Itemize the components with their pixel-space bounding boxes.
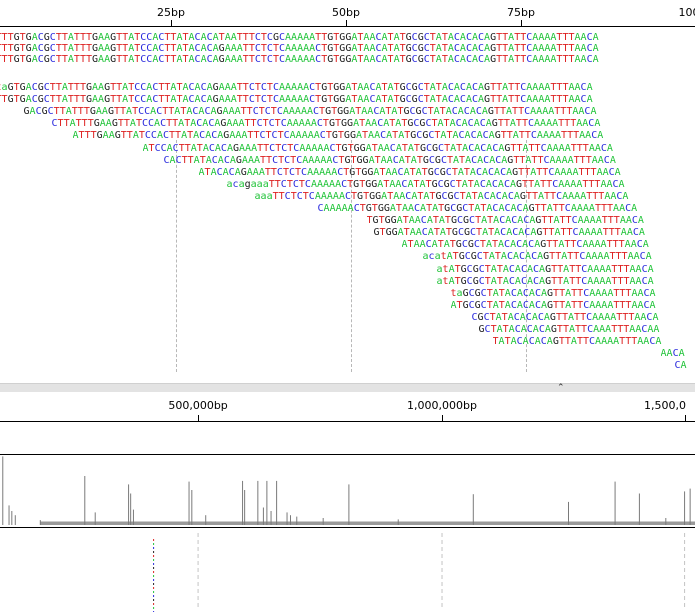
genome-ruler: 500,000bp 1,000,000bp 1,500,0 (0, 391, 695, 422)
ruler-tick-label: 25bp (157, 6, 185, 19)
ruler-tick-label: 50bp (332, 6, 360, 19)
read-row[interactable]: atATGCGCTATACACACAGTTATTCAAAATTTAACA (437, 276, 695, 288)
coverage-track[interactable] (0, 454, 695, 528)
read-row[interactable]: AACA (661, 348, 695, 360)
read-row[interactable]: TATACACACAGTTATTCAAAATTTAACA (493, 336, 695, 348)
genome-tick-label: 1,000,000bp (407, 399, 477, 412)
genome-tick-mark (685, 415, 686, 421)
genome-tick-label: 1,500,0 (644, 399, 686, 412)
overview-plot (0, 527, 695, 612)
ruler-tick-label: 100bp (679, 6, 695, 19)
genome-tick-label: 500,000bp (168, 399, 227, 412)
read-row[interactable]: GCTATACACACAGTTATTCAAATTTAACAA (479, 324, 695, 336)
genome-tick-mark (198, 415, 199, 421)
ruler-tick-mark (171, 20, 172, 26)
read-row[interactable]: ATTTGAAGTTATCCACTTATACACAGAAATTCTCTCAAAA… (73, 130, 695, 142)
read-row[interactable]: acatATGCGCTATACACACAGTTATTCAAAATTTAACA (423, 251, 695, 263)
reference-line: TTTGTGACGCTTATTTGAAGTTATCCACTTATACACATAA… (0, 33, 691, 43)
read-row[interactable]: GTGGATAACATATGCGCTATACACACAGTTATTCAAAATT… (374, 227, 695, 239)
read-row[interactable]: ATACACAGAAATTCTCTCAAAAACTGTGGATAACATATGC… (199, 167, 695, 179)
overview-track[interactable] (0, 527, 695, 612)
guide-line (176, 140, 177, 372)
read-row[interactable]: aaaTTCTCTCAAAAACTGTGGATAACATATGCGCTATACA… (255, 191, 695, 203)
read-row[interactable]: CA (675, 360, 695, 372)
read-row[interactable]: CTTATTTGAAGTTATCCACTTATACACAGAAATTCTCTCA… (52, 118, 695, 130)
read-row[interactable]: ATGCGCTATACACACAGTTATTCAAAATTTAACA (451, 300, 695, 312)
read-row[interactable]: CAAAAACTGTGGATAACATATGCGCTATACACACAGTTAT… (318, 203, 695, 215)
read-row[interactable]: acagaaaTTCTCTCAAAAACTGTGGATAACATATGCGCTA… (227, 179, 695, 191)
ruler-tick-mark (346, 20, 347, 26)
read-row[interactable]: GACGCTTATTTGAAGTTATCCACTTATACACAGAAATTCT… (24, 106, 695, 118)
read-row[interactable]: TGTGGATAACATATGCGCTATACACACAGTTATTCAAAAT… (367, 215, 695, 227)
coverage-baseline (40, 522, 695, 526)
read-row[interactable]: taGCGCTATACACACAGTTATTCAAAATTTAACA (451, 288, 695, 300)
genome-tick-mark (442, 415, 443, 421)
read-row[interactable]: taGTGACGCTTATTTGAAGTTATCCACTTATACACAGAAA… (0, 82, 695, 94)
read-row[interactable]: TTGTGACGCTTATTTGAAGTTATCCACTTATACACAGAAA… (0, 94, 695, 106)
read-row[interactable]: CGCTATACACACAGTTATTCAAAATTTAACA (472, 312, 695, 324)
ruler-tick-mark (521, 20, 522, 26)
reference-line: TTTGTGACGCTTATTTGAAGTTATCCACTTATACACAGAA… (0, 55, 691, 65)
ruler-tick-label: 75bp (507, 6, 535, 19)
read-row[interactable]: CACTTATACACAGAAATTCTCTCAAAAACTGTGGATAACA… (164, 155, 695, 167)
read-row[interactable]: ATCCACTTATACACAGAAATTCTCTCAAAAACTGTGGATA… (143, 143, 695, 155)
base-ruler: 25bp 50bp 75bp 100bp (0, 0, 695, 27)
reference-line: TTTGTGACGCTTATTTGAAGTTATCCACTTATACACAGAA… (0, 44, 691, 54)
coverage-plot (0, 455, 695, 525)
read-row[interactable]: ATAACATATGCGCTATACACACAGTTATTCAAAATTTAAC… (402, 239, 695, 251)
read-row[interactable]: atATGCGCTATACACACAGTTATTCAAAATTTAACA (437, 264, 695, 276)
